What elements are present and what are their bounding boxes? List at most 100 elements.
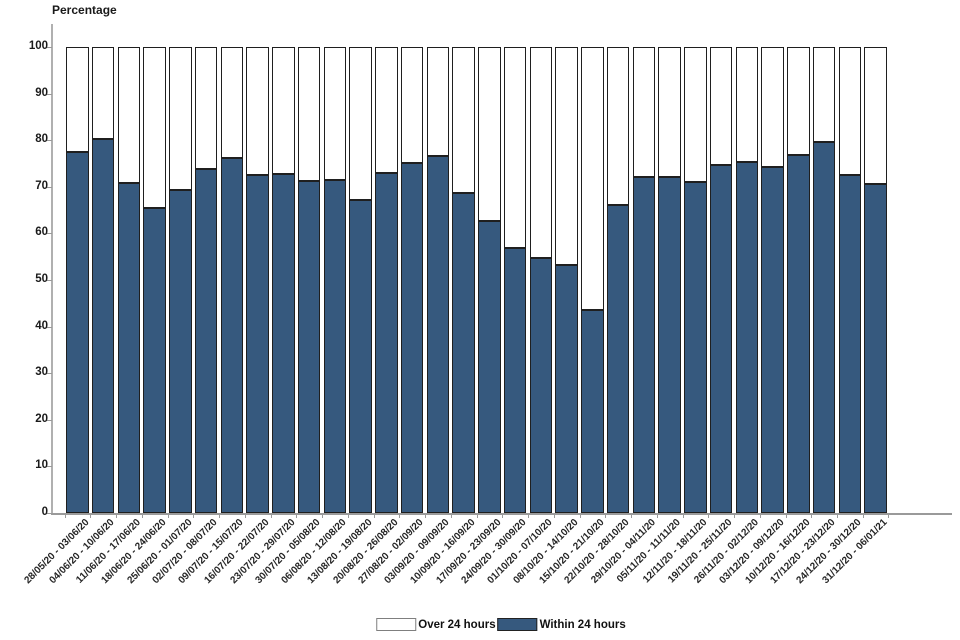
legend: Over 24 hours Within 24 hours — [376, 618, 628, 631]
bar-segment-within-24-hours — [400, 162, 424, 513]
bar-segment-over-24-hours — [349, 47, 372, 200]
bar-segment-within-24-hours — [91, 139, 115, 513]
bar-segment-within-24-hours — [761, 166, 784, 513]
x-tick — [476, 514, 478, 518]
x-tick — [116, 514, 117, 518]
x-tick — [785, 514, 787, 518]
y-tick-label: 40 — [35, 319, 48, 332]
bar-segment-over-24-hours — [838, 47, 861, 175]
y-tick — [47, 233, 52, 235]
bar-segment-over-24-hours — [555, 47, 578, 265]
bar-segment-within-24-hours — [529, 258, 552, 513]
bar-segment-over-24-hours — [400, 47, 424, 163]
bar-segment-within-24-hours — [864, 183, 887, 513]
bar-segment-over-24-hours — [503, 47, 527, 248]
x-tick — [656, 514, 658, 518]
x-tick — [347, 514, 349, 518]
y-tick — [47, 513, 52, 514]
bar-segment-within-24-hours — [503, 247, 527, 513]
bar-segment-over-24-hours — [478, 47, 501, 222]
bar-segment-within-24-hours — [323, 179, 346, 513]
x-tick — [270, 514, 272, 518]
bar-segment-within-24-hours — [426, 156, 449, 513]
bar-segment-within-24-hours — [658, 177, 681, 513]
legend-swatch — [497, 618, 538, 631]
bar-segment-within-24-hours — [297, 181, 321, 513]
x-tick — [193, 514, 195, 518]
bar-segment-over-24-hours — [529, 47, 552, 259]
legend-item: Within 24 hours — [497, 618, 628, 631]
x-tick — [887, 514, 889, 518]
y-tick-label: 60 — [35, 226, 48, 239]
bar-segment-over-24-hours — [272, 47, 295, 174]
bar-segment-over-24-hours — [735, 47, 758, 163]
bar-segment-over-24-hours — [709, 47, 733, 166]
bar-segment-over-24-hours — [581, 47, 604, 311]
x-tick — [631, 514, 632, 518]
bar-segment-within-24-hours — [349, 199, 372, 513]
legend-label: Within 24 hours — [539, 618, 626, 631]
bar-segment-over-24-hours — [452, 47, 475, 194]
y-tick — [47, 140, 52, 142]
bar-segment-over-24-hours — [117, 47, 140, 184]
bar-segment-over-24-hours — [761, 47, 784, 167]
bar-segment-over-24-hours — [323, 47, 346, 180]
x-tick — [399, 514, 401, 518]
bar-segment-over-24-hours — [91, 47, 115, 140]
bar-segment-within-24-hours — [272, 173, 295, 513]
y-tick-label: 10 — [35, 459, 48, 472]
x-tick — [244, 514, 246, 518]
bar-segment-over-24-hours — [606, 47, 630, 205]
bar-segment-within-24-hours — [66, 152, 89, 513]
bar-segment-over-24-hours — [812, 47, 836, 142]
y-tick-label: 20 — [35, 412, 48, 425]
y-tick — [47, 373, 52, 375]
y-tick — [47, 466, 52, 468]
bar-segment-within-24-hours — [735, 162, 758, 513]
x-axis-line — [51, 513, 952, 515]
legend-item: Over 24 hours — [376, 618, 497, 631]
bar-segment-within-24-hours — [117, 183, 140, 513]
x-tick — [167, 514, 169, 518]
y-tick-label: 100 — [28, 40, 48, 52]
x-tick — [708, 514, 710, 518]
bar-segment-over-24-hours — [194, 47, 218, 169]
bar-segment-within-24-hours — [194, 168, 218, 513]
bar-segment-within-24-hours — [375, 172, 398, 513]
bar-segment-over-24-hours — [684, 47, 707, 183]
bar-segment-over-24-hours — [658, 47, 681, 178]
legend-swatch — [376, 618, 417, 631]
x-tick — [502, 514, 504, 518]
bar-segment-within-24-hours — [812, 141, 836, 513]
x-tick — [837, 514, 838, 518]
bar-segment-within-24-hours — [838, 174, 861, 513]
bar-segment-within-24-hours — [555, 264, 578, 513]
bar-segment-within-24-hours — [632, 176, 655, 513]
bar-segment-over-24-hours — [143, 47, 166, 208]
y-tick-label: 50 — [35, 273, 48, 285]
bar-segment-over-24-hours — [66, 47, 89, 153]
y-tick-label: 70 — [35, 179, 48, 192]
y-tick-label: 0 — [41, 506, 48, 518]
x-tick — [528, 514, 529, 518]
y-tick-label: 90 — [35, 86, 48, 99]
x-tick — [296, 514, 298, 518]
y-tick — [47, 186, 52, 188]
x-tick — [425, 514, 426, 518]
y-tick — [47, 93, 52, 95]
bar-segment-within-24-hours — [478, 221, 501, 513]
bar-segment-over-24-hours — [246, 47, 269, 176]
bar-segment-within-24-hours — [581, 310, 604, 513]
bar-segment-within-24-hours — [606, 204, 630, 513]
x-tick — [553, 514, 555, 518]
y-tick — [47, 280, 52, 281]
x-tick — [605, 514, 607, 518]
x-tick — [682, 514, 684, 518]
bar-segment-over-24-hours — [297, 47, 321, 182]
x-tick — [734, 514, 735, 518]
x-tick — [862, 514, 864, 518]
bar-segment-over-24-hours — [220, 47, 243, 158]
bar-segment-within-24-hours — [709, 165, 733, 513]
x-tick — [811, 514, 813, 518]
x-tick — [64, 514, 66, 518]
